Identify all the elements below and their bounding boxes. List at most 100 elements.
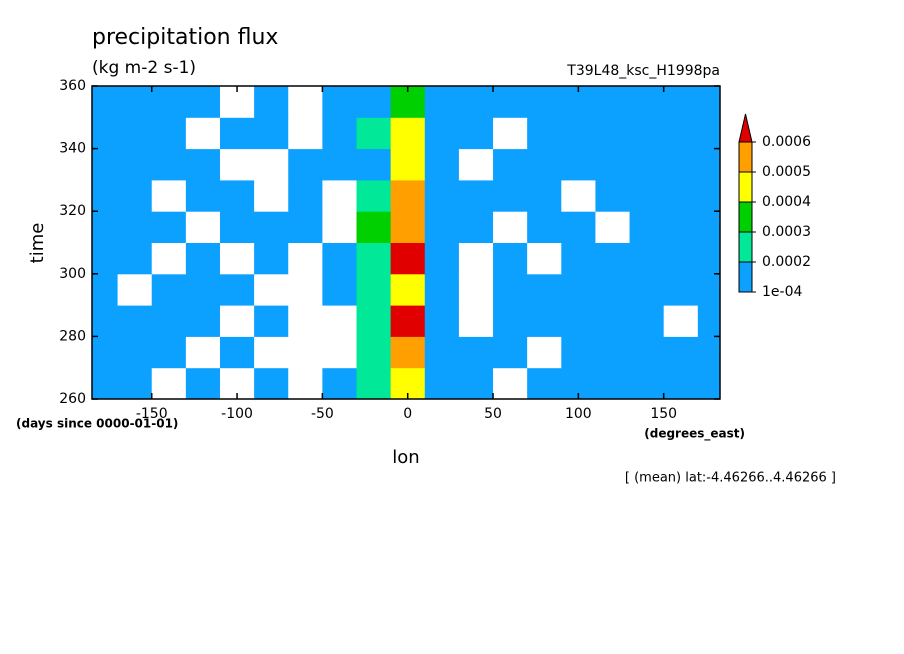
cell bbox=[697, 336, 720, 369]
cell bbox=[117, 336, 153, 369]
cell bbox=[288, 305, 323, 337]
cell bbox=[595, 179, 631, 212]
cell bbox=[663, 148, 699, 181]
cell bbox=[322, 179, 358, 212]
x-tick-label: -100 bbox=[221, 406, 253, 422]
cell bbox=[151, 367, 187, 399]
cell bbox=[151, 86, 187, 118]
cell bbox=[288, 86, 323, 118]
y-tick-label: 340 bbox=[59, 141, 86, 157]
cell bbox=[185, 336, 221, 369]
footnote: [ (mean) lat:-4.46266..4.46266 ] bbox=[625, 471, 836, 486]
cell bbox=[356, 148, 392, 181]
cell bbox=[424, 211, 460, 243]
cell bbox=[527, 242, 562, 275]
cell bbox=[493, 367, 528, 399]
cell bbox=[288, 179, 323, 212]
cell bbox=[356, 305, 392, 337]
cell bbox=[595, 117, 631, 150]
cell bbox=[356, 86, 392, 118]
cell bbox=[322, 242, 358, 275]
cell bbox=[322, 305, 358, 337]
cell bbox=[424, 242, 460, 275]
cell bbox=[697, 117, 720, 150]
cell bbox=[322, 117, 358, 150]
colorbar-extension bbox=[738, 113, 753, 143]
cell bbox=[185, 211, 221, 243]
cell bbox=[561, 336, 596, 369]
x-tick-label: -50 bbox=[311, 406, 334, 422]
x-tick-label: 150 bbox=[650, 406, 677, 422]
cell bbox=[151, 305, 187, 337]
chart-subtitle: (kg m-2 s-1) bbox=[92, 58, 196, 78]
cell bbox=[390, 273, 426, 306]
cell bbox=[527, 305, 562, 337]
cell bbox=[493, 336, 528, 369]
cell bbox=[561, 242, 596, 275]
cell bbox=[288, 242, 323, 275]
cell bbox=[458, 148, 494, 181]
x-tick-label: 50 bbox=[484, 406, 502, 422]
cell bbox=[493, 242, 528, 275]
cell bbox=[595, 148, 631, 181]
colorbar-label: 0.0004 bbox=[762, 194, 811, 210]
cell bbox=[527, 179, 562, 212]
cell bbox=[185, 367, 221, 399]
cell bbox=[356, 273, 392, 306]
cell bbox=[288, 273, 323, 306]
cell bbox=[219, 211, 255, 243]
cell bbox=[117, 242, 153, 275]
cell bbox=[424, 86, 460, 118]
cell bbox=[219, 242, 255, 275]
cell bbox=[629, 336, 665, 369]
cell bbox=[629, 117, 665, 150]
x-axis-label: lon bbox=[392, 447, 419, 468]
cell bbox=[697, 242, 720, 275]
cell bbox=[390, 211, 426, 243]
cell bbox=[458, 305, 494, 337]
y-axis-label: time bbox=[27, 223, 48, 264]
cell bbox=[92, 273, 119, 306]
cell bbox=[527, 148, 562, 181]
colorbar-segment bbox=[738, 201, 753, 233]
x-tick-label: 100 bbox=[565, 406, 592, 422]
cell bbox=[561, 305, 596, 337]
cell bbox=[117, 305, 153, 337]
colorbar-label: 0.0002 bbox=[762, 254, 811, 270]
cell bbox=[629, 273, 665, 306]
cell bbox=[288, 367, 323, 399]
x-tick-label: 0 bbox=[403, 406, 412, 422]
cell bbox=[527, 86, 562, 118]
cell bbox=[117, 273, 153, 306]
cell bbox=[424, 367, 460, 399]
cell bbox=[151, 336, 187, 369]
cell bbox=[92, 305, 119, 337]
cell bbox=[663, 273, 699, 306]
cell bbox=[117, 148, 153, 181]
cell bbox=[390, 179, 426, 212]
cell bbox=[493, 273, 528, 306]
y-tick-label: 360 bbox=[59, 78, 86, 94]
cell bbox=[356, 336, 392, 369]
cell bbox=[561, 179, 596, 212]
cell bbox=[424, 336, 460, 369]
cell bbox=[458, 367, 494, 399]
cell bbox=[185, 305, 221, 337]
cell bbox=[254, 367, 289, 399]
cell bbox=[595, 273, 631, 306]
cell bbox=[629, 148, 665, 181]
cell bbox=[629, 242, 665, 275]
cell bbox=[390, 305, 426, 337]
colorbar-segment bbox=[738, 171, 753, 203]
cell bbox=[151, 211, 187, 243]
cell bbox=[288, 211, 323, 243]
cell bbox=[151, 148, 187, 181]
cell bbox=[663, 305, 699, 337]
plot-frame bbox=[91, 85, 721, 400]
y-tick-label: 300 bbox=[59, 266, 86, 282]
cell bbox=[254, 211, 289, 243]
cell bbox=[356, 179, 392, 212]
cell bbox=[151, 179, 187, 212]
cell bbox=[219, 305, 255, 337]
chart-title: precipitation flux bbox=[92, 25, 278, 50]
